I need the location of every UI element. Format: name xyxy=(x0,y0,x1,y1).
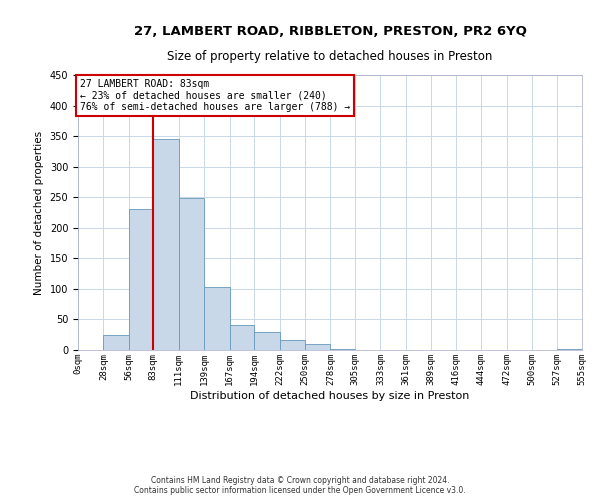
Text: Contains HM Land Registry data © Crown copyright and database right 2024.
Contai: Contains HM Land Registry data © Crown c… xyxy=(134,476,466,495)
Bar xyxy=(305,344,331,350)
Bar xyxy=(129,210,154,350)
Bar xyxy=(179,198,204,350)
Bar xyxy=(103,334,129,350)
Text: Size of property relative to detached houses in Preston: Size of property relative to detached ho… xyxy=(167,50,493,63)
Bar xyxy=(230,325,254,350)
Bar xyxy=(254,332,280,350)
Bar xyxy=(331,349,355,350)
Text: 27 LAMBERT ROAD: 83sqm
← 23% of detached houses are smaller (240)
76% of semi-de: 27 LAMBERT ROAD: 83sqm ← 23% of detached… xyxy=(80,80,350,112)
Y-axis label: Number of detached properties: Number of detached properties xyxy=(34,130,44,294)
Text: 27, LAMBERT ROAD, RIBBLETON, PRESTON, PR2 6YQ: 27, LAMBERT ROAD, RIBBLETON, PRESTON, PR… xyxy=(134,25,526,38)
Bar xyxy=(280,340,305,350)
X-axis label: Distribution of detached houses by size in Preston: Distribution of detached houses by size … xyxy=(190,390,470,400)
Bar xyxy=(204,287,230,350)
Bar xyxy=(154,139,179,350)
